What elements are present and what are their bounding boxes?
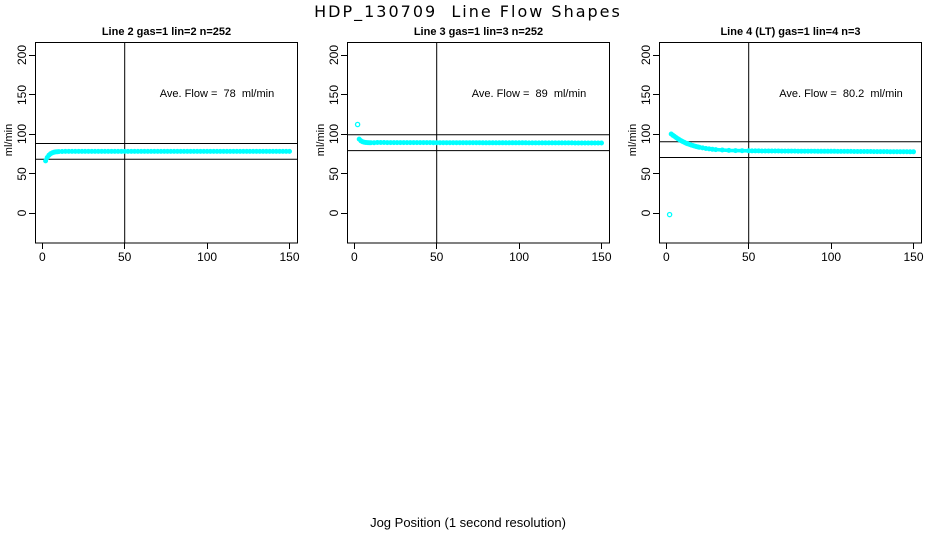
x-tick-label: 50 (742, 250, 756, 264)
data-point (244, 148, 250, 154)
x-tick-mark (748, 243, 750, 249)
data-point (79, 148, 85, 154)
x-tick-label: 50 (430, 250, 444, 264)
data-point (726, 147, 732, 153)
ave-flow-annotation: Ave. Flow = 89 ml/min (471, 88, 587, 100)
x-axis-label: Jog Position (1 second resolution) (370, 515, 566, 530)
y-tick-mark (341, 94, 347, 95)
y-tick-mark (29, 173, 35, 174)
panel-line3: Line 3 gas=1 lin=3 n=252 Ave. Flow = 89 … (315, 26, 612, 264)
x-tick-mark (124, 243, 126, 249)
panel-line2: Line 2 gas=1 lin=2 n=252 Ave. Flow = 78 … (3, 26, 300, 264)
panel-title: Line 4 (LT) gas=1 lin=4 n=3 (720, 26, 861, 38)
data-series (43, 149, 292, 163)
x-tick-label: 150 (279, 250, 300, 264)
data-point (713, 147, 719, 153)
data-point (732, 148, 738, 154)
x-tick-mark (41, 243, 43, 249)
x-tick-label: 150 (591, 250, 612, 264)
x-tick-mark (206, 243, 208, 249)
panel-line4: Line 4 (LT) gas=1 lin=4 n=3 Ave. Flow = … (627, 26, 924, 264)
y-tick-mark (653, 212, 659, 214)
data-point (473, 140, 479, 146)
x-tick-mark (665, 243, 667, 249)
y-tick-mark (653, 173, 659, 174)
x-tick-label: 50 (118, 250, 132, 264)
y-tick-mark (653, 54, 659, 56)
y-tick-mark (653, 94, 659, 95)
data-point (719, 147, 725, 153)
plot-area (659, 42, 922, 244)
x-tick-label: 0 (662, 250, 670, 264)
x-tick-label: 100 (821, 250, 842, 264)
y-tick-mark (341, 54, 347, 56)
x-tick-mark (830, 243, 832, 249)
plot-box (347, 42, 610, 244)
x-tick-label: 100 (509, 250, 530, 264)
x-tick-mark (518, 243, 520, 249)
plot-area (35, 42, 298, 244)
chart-main-title: HDP_130709 Line Flow Shapes (314, 2, 622, 21)
y-tick-mark (29, 212, 35, 214)
data-point (739, 148, 745, 154)
outlier-point (354, 121, 361, 128)
y-tick-mark (341, 173, 347, 174)
y-tick-mark (341, 133, 347, 135)
y-tick-mark (29, 54, 35, 56)
plot-box (35, 42, 298, 244)
x-tick-mark (353, 243, 355, 249)
ave-flow-annotation: Ave. Flow = 78 ml/min (159, 88, 275, 100)
y-tick-mark (29, 133, 35, 135)
panel-title: Line 3 gas=1 lin=3 n=252 (413, 26, 544, 38)
x-tick-label: 0 (350, 250, 358, 264)
y-tick-mark (29, 94, 35, 95)
panel-title: Line 2 gas=1 lin=2 n=252 (101, 26, 232, 38)
x-tick-mark (913, 243, 914, 249)
plot-area (347, 42, 610, 244)
data-point (287, 148, 293, 154)
data-point (911, 149, 917, 155)
outlier-point (666, 211, 673, 218)
x-tick-label: 0 (38, 250, 46, 264)
plot-box (659, 42, 922, 244)
x-tick-mark (436, 243, 438, 249)
x-tick-mark (289, 243, 290, 249)
x-tick-label: 100 (197, 250, 218, 264)
y-tick-mark (653, 133, 659, 135)
x-tick-label: 150 (903, 250, 924, 264)
x-tick-mark (601, 243, 602, 249)
data-point (366, 140, 372, 146)
y-tick-mark (341, 212, 347, 214)
data-point (599, 140, 605, 146)
ave-flow-annotation: Ave. Flow = 80.2 ml/min (779, 88, 903, 100)
data-point (785, 148, 791, 154)
